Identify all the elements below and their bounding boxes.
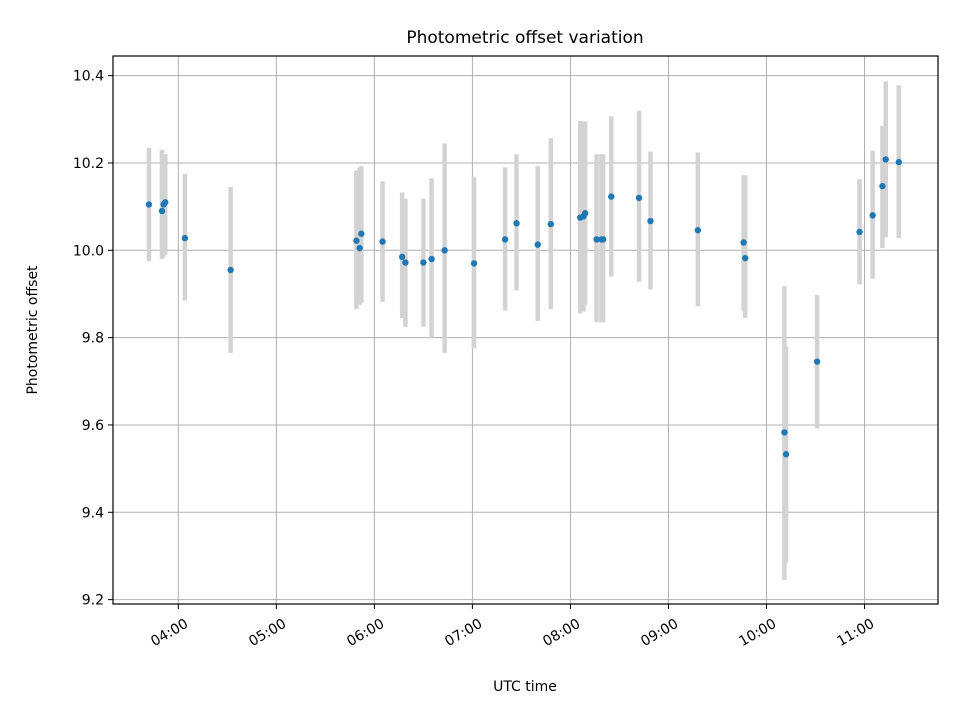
data-point bbox=[158, 207, 166, 215]
chart-title: Photometric offset variation bbox=[406, 28, 643, 48]
data-point bbox=[608, 193, 615, 200]
y-tick-label: 10.4 bbox=[73, 69, 104, 85]
errorbars bbox=[146, 81, 902, 580]
data-point bbox=[513, 220, 520, 227]
data-point bbox=[869, 212, 876, 219]
y-tick-label: 9.6 bbox=[82, 418, 104, 434]
grid bbox=[113, 56, 938, 604]
data-point bbox=[895, 158, 902, 166]
y-axis-label: Photometric offset bbox=[25, 265, 41, 395]
x-tick-label: 09:00 bbox=[638, 616, 681, 650]
y-axis: 9.2 9.4 9.6 9.8 10.0 10.2 10.4 bbox=[73, 69, 113, 609]
data-point bbox=[534, 241, 541, 248]
data-point bbox=[742, 254, 749, 262]
plot-frame bbox=[112, 55, 939, 605]
data-point bbox=[181, 234, 189, 242]
data-point bbox=[740, 239, 747, 246]
x-axis-label: UTC time bbox=[493, 679, 557, 695]
x-tick-label: 07:00 bbox=[442, 616, 485, 650]
data-point bbox=[398, 253, 406, 261]
data-point bbox=[441, 247, 448, 254]
data-point bbox=[428, 255, 435, 263]
data-point bbox=[781, 429, 788, 436]
data-point bbox=[402, 259, 409, 266]
data-point bbox=[501, 236, 509, 243]
data-point bbox=[599, 236, 607, 243]
y-tick-label: 10.2 bbox=[73, 156, 104, 172]
data-point bbox=[547, 220, 555, 228]
data-point bbox=[227, 266, 234, 274]
data-points bbox=[145, 156, 902, 458]
data-point bbox=[420, 259, 427, 266]
data-point bbox=[879, 182, 886, 190]
x-tick-label: 10:00 bbox=[736, 616, 779, 650]
x-tick-label: 08:00 bbox=[540, 616, 583, 650]
data-point bbox=[635, 194, 643, 202]
data-point bbox=[782, 451, 790, 458]
data-point bbox=[882, 156, 889, 163]
data-point bbox=[593, 236, 600, 243]
data-point bbox=[162, 199, 169, 206]
x-tick-label: 04:00 bbox=[148, 616, 191, 650]
data-point bbox=[353, 237, 360, 244]
y-tick-label: 9.8 bbox=[82, 331, 104, 347]
y-tick-label: 10.0 bbox=[73, 243, 104, 259]
x-tick-label: 05:00 bbox=[246, 616, 289, 650]
x-axis: 04:00 05:00 06:00 07:00 08:00 09:00 10:00 11:00 bbox=[148, 604, 877, 650]
x-tick-label: 11:00 bbox=[834, 616, 877, 650]
data-point bbox=[856, 228, 863, 236]
data-point bbox=[581, 209, 589, 217]
y-tick-label: 9.2 bbox=[82, 593, 104, 609]
y-tick-label: 9.4 bbox=[82, 505, 104, 521]
data-point bbox=[358, 230, 365, 237]
x-tick-label: 06:00 bbox=[344, 616, 387, 650]
data-point bbox=[356, 244, 363, 252]
data-point bbox=[379, 238, 386, 245]
data-point bbox=[647, 217, 654, 225]
data-point bbox=[145, 201, 153, 208]
data-point bbox=[694, 227, 702, 234]
data-point bbox=[470, 260, 478, 267]
data-point bbox=[813, 358, 821, 365]
